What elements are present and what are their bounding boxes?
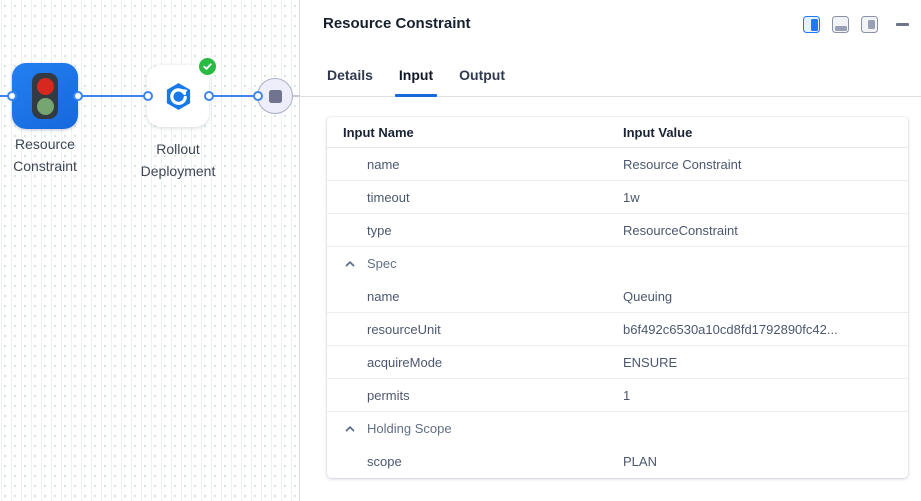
section-label: Holding Scope <box>367 421 452 436</box>
port-end-in[interactable] <box>253 91 263 101</box>
traffic-red-light <box>36 77 54 95</box>
port-node2-in[interactable] <box>143 91 153 101</box>
row-value: ResourceConstraint <box>623 222 738 238</box>
port-node2-out[interactable] <box>204 91 214 101</box>
minimize-icon[interactable] <box>896 23 909 26</box>
edge-incoming <box>0 95 13 97</box>
section-label: Spec <box>367 256 397 271</box>
panel-bottom-icon[interactable] <box>832 16 849 33</box>
end-node[interactable] <box>257 78 293 114</box>
row-value: ENSURE <box>623 354 678 370</box>
edge-node1-node2 <box>78 95 148 97</box>
rollout-icon <box>163 81 194 112</box>
traffic-green-light <box>36 97 54 115</box>
traffic-light-icon <box>32 73 58 119</box>
edge-node2-end <box>209 95 258 97</box>
panel-title: Resource Constraint <box>323 15 471 32</box>
panel-right-icon[interactable] <box>803 16 820 33</box>
row-name: name <box>367 288 400 304</box>
tab-bar: Details Input Output <box>301 57 921 97</box>
tab-details[interactable]: Details <box>327 67 373 83</box>
table-row: resourceUnit b6f492c6530a10cd8fd1792890fc… <box>327 313 908 346</box>
row-name: resourceUnit <box>367 321 441 337</box>
table-row: acquireMode ENSURE <box>327 346 908 379</box>
row-name: timeout <box>367 189 410 205</box>
table-row: timeout 1w <box>327 181 908 214</box>
input-table-card: Input Name Input Value name Resource Cons… <box>327 117 908 478</box>
row-value: 1 <box>623 387 631 403</box>
node-label-resource-constraint: Resource Constraint <box>13 136 77 174</box>
row-name: acquireMode <box>367 354 443 370</box>
tab-input[interactable]: Input <box>394 67 438 97</box>
table-row: name Resource Constraint <box>327 148 908 181</box>
row-value: Queuing <box>623 288 673 304</box>
chevron-up-icon[interactable] <box>344 423 356 435</box>
row-value: b6f492c6530a10cd8fd1792890fc42... <box>623 321 838 337</box>
stop-icon <box>268 89 282 103</box>
node-label-rollout-deployment: Rollout Deployment <box>140 141 216 179</box>
row-name: type <box>367 222 392 238</box>
section-row[interactable]: Spec <box>327 247 908 280</box>
port-node1-in[interactable] <box>7 91 17 101</box>
node-rollout-deployment[interactable] <box>147 56 218 127</box>
row-value: PLAN <box>623 454 657 469</box>
panel-header: Resource Constraint <box>301 0 921 57</box>
workflow-canvas[interactable]: Resource Constraint Rollout Deployment <box>0 0 300 501</box>
row-value: 1w <box>623 189 640 205</box>
detail-panel: Resource Constraint Details Input Output I… <box>301 0 921 501</box>
table-row: scope PLAN <box>327 445 908 478</box>
success-check-icon <box>197 56 218 77</box>
section-row[interactable]: Holding Scope <box>327 412 908 445</box>
panel-float-icon[interactable] <box>861 16 878 33</box>
table-body: name Resource Constraint timeout 1w type Reso… <box>327 148 908 478</box>
panel-toolbar <box>803 16 909 33</box>
row-name: permits <box>367 387 410 403</box>
tab-output[interactable]: Output <box>459 67 506 83</box>
column-input-name: Input Name <box>343 124 414 140</box>
row-name: name <box>367 156 400 172</box>
node-resource-constraint[interactable] <box>12 63 78 129</box>
row-name: scope <box>367 454 402 469</box>
table-row: type ResourceConstraint <box>327 214 908 247</box>
column-input-value: Input Value <box>623 124 693 140</box>
table-row: permits 1 <box>327 379 908 412</box>
table-row: name Queuing <box>327 280 908 313</box>
port-node1-out[interactable] <box>73 91 83 101</box>
table-header: Input Name Input Value <box>327 117 908 148</box>
edge-outgoing <box>291 95 300 97</box>
row-value: Resource Constraint <box>623 156 742 172</box>
chevron-up-icon[interactable] <box>344 258 356 270</box>
